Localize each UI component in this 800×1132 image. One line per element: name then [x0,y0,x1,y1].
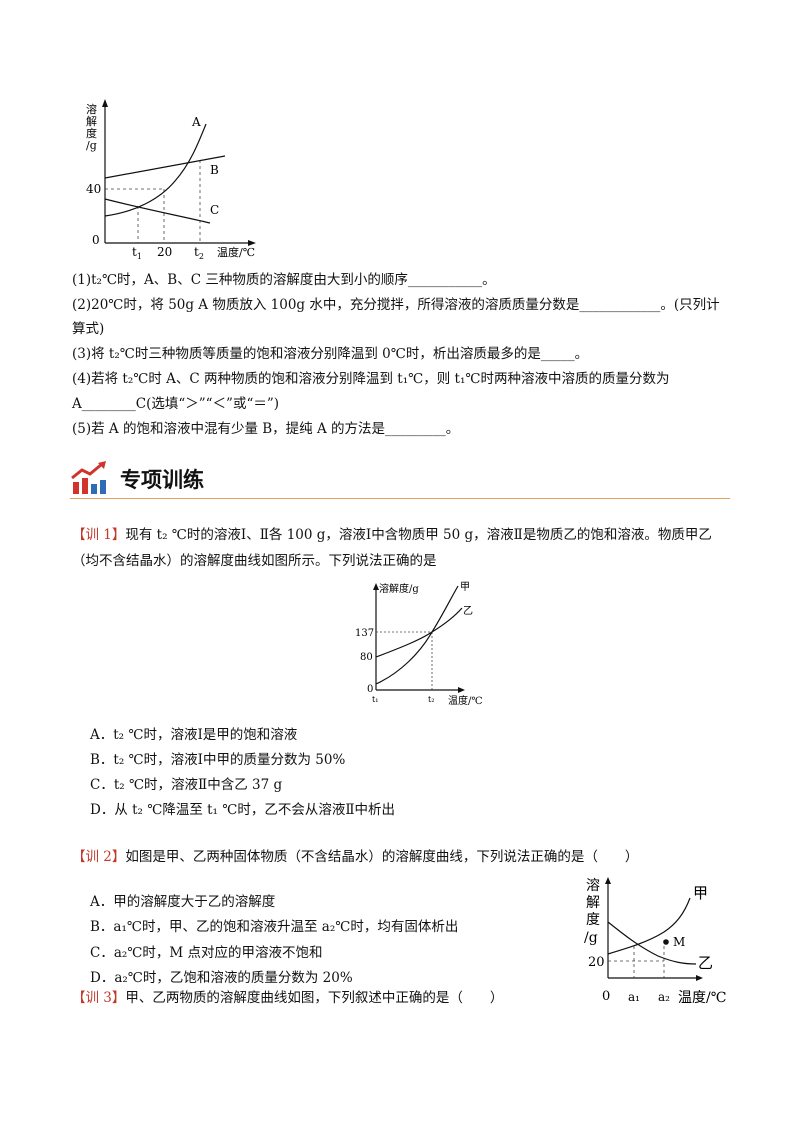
graph3-curve-yi [607,921,697,965]
graph3-x-arrow [696,975,703,981]
section-divider [70,498,730,499]
xun2-tag: 【训 2】 [72,849,126,865]
graph3-point-m [663,939,669,945]
xun3-stem: 【训 3】甲、乙两物质的溶解度曲线如图，下列叙述中正确的是（ ） [72,989,503,1007]
section-title: 专项训练 [120,468,204,492]
question-5: (5)若 A 的饱和溶液中混有少量 B，提纯 A 的方法是_________。 [72,421,460,437]
xun1-stem-text: 现有 t₂ ℃时的溶液Ⅰ、Ⅱ各 100 g，溶液Ⅰ中含物质甲 50 g，溶液Ⅱ是… [72,527,712,569]
xun2-option-a: A．甲的溶解度大于乙的溶解度 [90,894,276,910]
xun2-option-b: B．a₁℃时，甲、乙的饱和溶液升温至 a₂℃时，均有固体析出 [90,919,459,935]
graph1-curve-a [104,123,207,217]
graph3-ylabel-3: 度 [586,912,600,928]
graph2-xtick-t1: t₁ [372,695,378,704]
graph3-xtick-a2: a₂ [658,990,670,1004]
xun2-option-c: C．a₂℃时，M 点对应的甲溶液不饱和 [90,945,323,961]
graph1-ytick-40: 40 [86,182,101,196]
graph2-x-arrow [458,687,465,693]
xun1-stem: 【训 1】现有 t₂ ℃时的溶液Ⅰ、Ⅱ各 100 g，溶液Ⅰ中含物质甲 50 g… [72,522,732,574]
xun1-option-d: D．从 t₂ ℃降温至 t₁ ℃时，乙不会从溶液Ⅱ中析出 [90,802,396,818]
graph3-ylabel-4: /g [584,930,598,946]
question-2-line2: 算式) [72,321,105,337]
graph1-curve-b [104,155,226,179]
graph1-label-c: C [210,203,219,217]
question-3: (3)将 t₂℃时三种物质等质量的饱和溶液分别降温到 0℃时，析出溶质最多的是_… [72,346,589,362]
graph1-ytick-0: 0 [92,233,100,247]
graph2-xtick-t2: t₂ [428,695,434,704]
graph3-xtick-a1: a₁ [628,990,640,1004]
solubility-graph-jia-yi-2: 溶 解 度 /g 20 0 M 甲 乙 a₁ a₂ 温度/℃ [584,877,726,1006]
graph2-y-arrow [373,583,379,590]
xun1-option-a: A．t₂ ℃时，溶液Ⅰ是甲的饱和溶液 [90,727,298,743]
graph1-label-b: B [210,163,219,177]
graph3-label-jia: 甲 [693,884,708,902]
graph2-ytick-0: 0 [367,684,373,695]
graph2-curve-jia [375,585,459,685]
question-4-line1: (4)若将 t₂℃时 A、C 两种物质的饱和溶液分别降温到 t₁℃，则 t₁℃时… [72,371,670,387]
graph2-label-jia: 甲 [460,582,470,593]
graph3-ytick-20: 20 [588,955,605,970]
graph1-xtick-t2: t2 [194,245,204,261]
graph2-label-yi: 乙 [463,605,473,617]
graph1-ylabel-3: 度 [86,126,97,140]
graph3-ytick-0: 0 [602,989,610,1004]
graph2-ylabel: 溶解度/g [379,582,419,595]
graph1-ylabel-1: 溶 [86,102,97,116]
graph1-y-arrow [102,99,108,107]
graph3-ylabel-1: 溶 [586,878,600,894]
graph1-ylabel-4: /g [86,139,97,152]
graph2-curve-yi [375,607,463,658]
xun2-stem: 【训 2】如图是甲、乙两种固体物质（不含结晶水）的溶解度曲线，下列说法正确的是（… [72,848,638,866]
graph3-curve-jia [607,897,691,955]
graph3-ylabel-2: 解 [586,895,600,911]
graph1-xlabel: 温度/℃ [217,245,255,259]
training-chart-icon [71,461,106,494]
graph3-y-arrow [605,877,611,884]
graph2-ytick-137: 137 [355,628,374,639]
xun1-option-b: B．t₂ ℃时，溶液Ⅰ中甲的质量分数为 50% [90,752,346,768]
xun2-stem-text: 如图是甲、乙两种固体物质（不含结晶水）的溶解度曲线，下列说法正确的是（ ） [125,849,639,865]
solubility-graph-abc: 溶 解 度 /g 40 0 A B C t1 20 t2 温度/℃ [86,99,256,261]
graph1-curve-c [104,198,211,224]
question-2-line1: (2)20℃时，将 50g A 物质放入 100g 水中，充分搅拌，所得溶液的溶… [72,297,720,313]
graph1-ylabel-2: 解 [86,114,97,128]
xun3-stem-text: 甲、乙两物质的溶解度曲线如图，下列叙述中正确的是（ ） [125,990,504,1006]
xun3-tag: 【训 3】 [72,990,126,1006]
graph1-x-arrow [248,240,256,246]
xun1-tag: 【训 1】 [72,527,126,543]
question-1: (1)t₂℃时，A、B、C 三种物质的溶解度由大到小的顺序___________… [72,272,496,288]
graph2-ytick-80: 80 [360,652,373,663]
graph1-xtick-t1: t1 [132,245,142,261]
graph2-xlabel: 温度/℃ [448,694,483,707]
graph3-xlabel: 温度/℃ [678,990,726,1006]
graph1-label-a: A [191,115,201,129]
solubility-graph-jia-yi-1: 溶解度/g 137 80 0 甲 乙 t₁ t₂ 温度/℃ [355,582,483,707]
graph3-label-yi: 乙 [698,954,713,972]
graph3-label-m: M [673,935,685,949]
xun1-option-c: C．t₂ ℃时，溶液Ⅱ中含乙 37 g [90,777,283,793]
xun2-option-d: D．a₂℃时，乙饱和溶液的质量分数为 20% [90,970,353,986]
graph1-xtick-20: 20 [157,245,172,259]
question-4-line2: A________C(选填“＞”“＜”或“＝”) [72,396,280,412]
